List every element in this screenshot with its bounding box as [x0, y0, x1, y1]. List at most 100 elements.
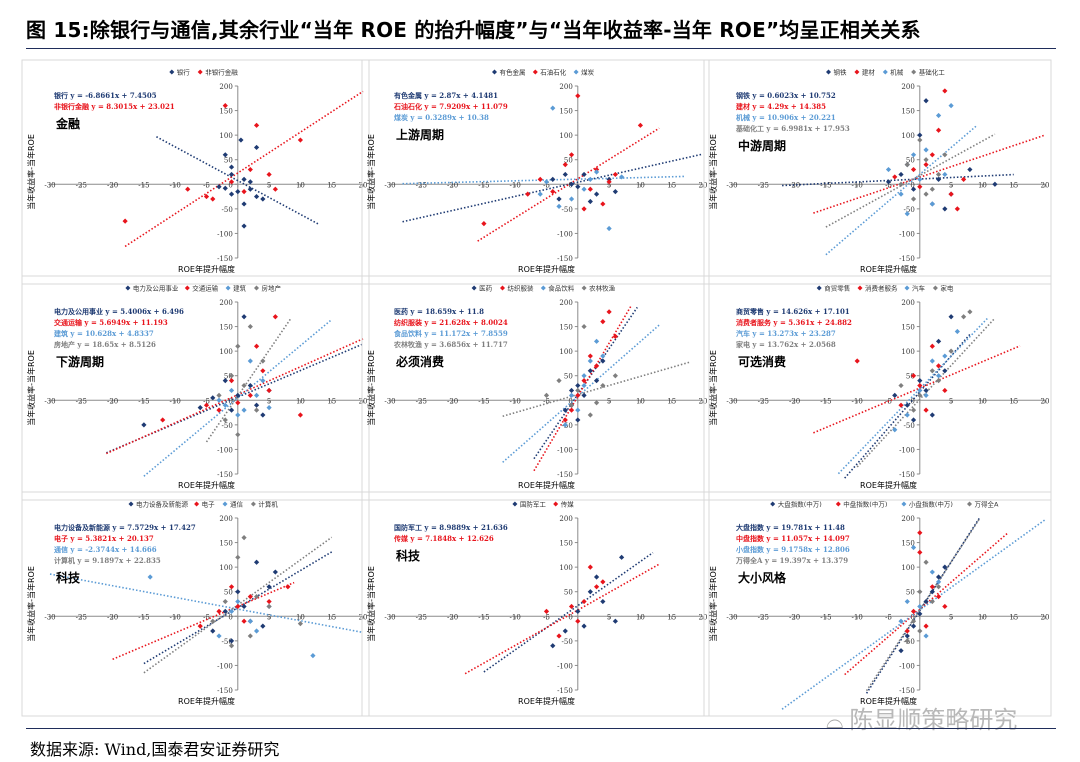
- data-point-series-2: [253, 343, 260, 349]
- x-tick-label: -5: [203, 397, 210, 405]
- y-tick-label: 200: [559, 299, 572, 307]
- legend-marker-1: [128, 501, 134, 507]
- legend-marker-4: [967, 501, 972, 507]
- x-tick-label: -30: [384, 397, 395, 405]
- x-tick-label: -30: [726, 613, 737, 621]
- data-point-series-2: [923, 623, 929, 629]
- y-tick-label: -100: [557, 662, 573, 670]
- x-tick-label: -20: [789, 181, 800, 189]
- trend-equation-1: 钢铁 y = 0.6023x + 10.752: [736, 91, 836, 100]
- legend-label-1: 钢铁: [834, 68, 848, 77]
- y-tick-label: 0: [568, 613, 572, 621]
- x-tick-label: 20: [1041, 397, 1050, 405]
- source-rule: [26, 728, 1056, 729]
- legend-marker-2: [553, 501, 559, 507]
- data-point-series-4: [904, 162, 910, 168]
- x-tick-label: 10: [636, 181, 645, 189]
- data-point-series-3: [923, 392, 929, 398]
- legend-marker-3: [225, 285, 231, 291]
- data-point-series-3: [266, 405, 272, 411]
- legend-marker-1: [492, 69, 497, 75]
- data-point-series-4: [260, 358, 266, 364]
- data-point-series-1: [898, 648, 904, 654]
- x-tick-label: 20: [699, 397, 708, 405]
- data-point-series-3: [898, 191, 904, 197]
- data-point-series-3: [954, 328, 960, 335]
- data-point-series-1: [992, 181, 998, 187]
- data-point-series-1: [253, 559, 260, 565]
- x-tick-label: 10: [636, 613, 645, 621]
- data-point-series-2: [568, 407, 575, 413]
- data-point-series-4: [910, 196, 917, 202]
- data-point-series-2: [266, 598, 272, 605]
- trend-line-1: [782, 173, 1014, 187]
- x-tick-label: -5: [543, 181, 550, 189]
- trend-equation-3: 建筑 y = 10.628x + 4.8337: [54, 329, 154, 338]
- data-point-series-2: [898, 402, 904, 408]
- wechat-icon: ⌓: [826, 709, 844, 734]
- trend-line-3: [402, 175, 685, 185]
- data-point-series-2: [593, 363, 600, 369]
- x-axis-title: ROE年提升幅度: [178, 480, 235, 490]
- data-point-series-1: [141, 422, 147, 428]
- data-point-series-2: [600, 319, 606, 325]
- x-tick-label: 15: [1009, 613, 1018, 621]
- data-point-series-3: [904, 598, 910, 605]
- x-tick-label: 15: [1009, 181, 1018, 189]
- x-tick-label: -25: [76, 613, 87, 621]
- legend-label-3: 食品饮料: [548, 284, 575, 293]
- data-point-series-1: [228, 164, 235, 170]
- y-tick-label: -150: [557, 471, 573, 479]
- y-tick-label: 150: [901, 324, 914, 332]
- y-tick-label: 50: [906, 373, 915, 381]
- data-point-series-4: [917, 137, 923, 143]
- y-tick-label: 150: [559, 108, 572, 116]
- y-axis-title: 当年收益率-当年ROE: [366, 350, 376, 426]
- x-tick-label: -15: [138, 181, 149, 189]
- data-point-series-3: [556, 203, 562, 209]
- x-tick-label: 15: [327, 397, 336, 405]
- data-point-series-2: [216, 407, 222, 413]
- panel-frame: [21, 59, 370, 285]
- x-tick-label: -15: [138, 397, 149, 405]
- data-point-series-3: [253, 392, 260, 398]
- chart-panel-3: -150 -100 -50 0 50 100 150 200 -30 -25 -20 -15 -10 -5…: [703, 59, 1052, 285]
- legend-label-2: 石油石化: [540, 68, 567, 77]
- data-point-series-4: [247, 323, 253, 330]
- legend-label-3: 机械: [890, 68, 904, 77]
- data-point-series-1: [562, 628, 568, 634]
- data-point-series-1: [612, 618, 618, 624]
- legend-label-2: 交通运输: [192, 284, 219, 293]
- data-point-series-3: [147, 574, 153, 580]
- data-point-series-1: [222, 185, 228, 191]
- data-point-series-4: [587, 412, 593, 418]
- data-point-series-4: [247, 633, 253, 639]
- data-point-series-2: [228, 584, 235, 590]
- x-tick-label: 5: [949, 397, 953, 405]
- data-point-series-4: [910, 618, 917, 624]
- data-point-series-1: [892, 392, 898, 398]
- y-tick-label: -150: [557, 687, 573, 695]
- legend-marker-3: [540, 285, 546, 291]
- data-point-series-2: [917, 184, 923, 190]
- data-point-series-1: [228, 638, 235, 644]
- data-point-series-2: [612, 333, 618, 339]
- data-point-series-2: [587, 564, 593, 570]
- data-point-series-1: [210, 395, 216, 401]
- x-tick-label: -20: [107, 613, 118, 621]
- y-axis-title: 当年收益率-当年ROE: [366, 566, 376, 642]
- trend-line-4: [825, 133, 996, 228]
- y-tick-label: -150: [899, 687, 915, 695]
- x-tick-label: 20: [699, 181, 708, 189]
- trend-line-4: [205, 317, 292, 443]
- data-point-series-2: [222, 103, 228, 109]
- x-tick-label: 10: [978, 613, 987, 621]
- y-tick-label: 200: [559, 83, 572, 91]
- trend-equation-1: 电力及公用事业 y = 5.4006x + 6.496: [54, 307, 184, 316]
- x-tick-label: 20: [1041, 181, 1050, 189]
- data-point-series-2: [297, 412, 303, 418]
- trend-equation-4: 基础化工 y = 6.9981x + 17.953: [735, 124, 850, 133]
- data-point-series-2: [556, 633, 562, 639]
- data-point-series-2: [247, 594, 253, 600]
- data-point-series-2: [247, 166, 253, 173]
